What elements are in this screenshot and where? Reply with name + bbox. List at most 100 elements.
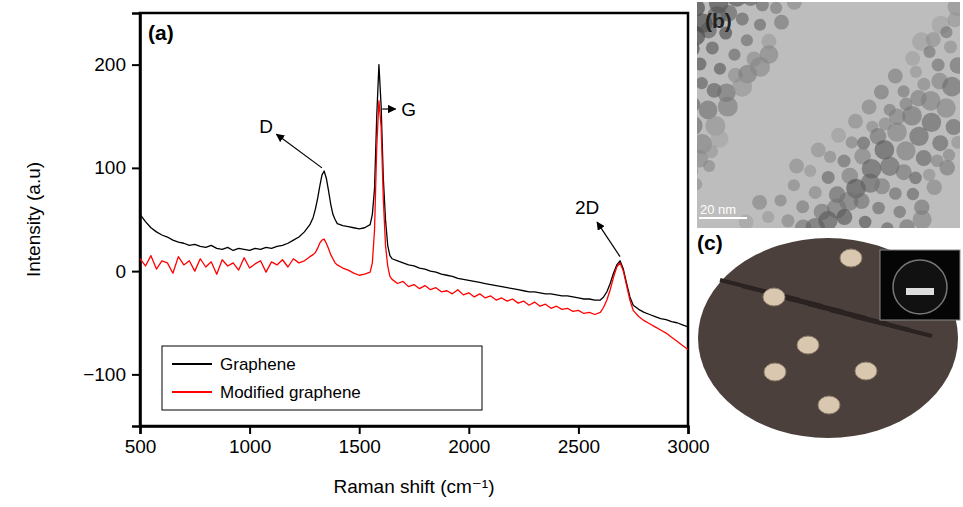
tem-particle [774, 15, 789, 30]
tick-label: −100 [83, 364, 126, 385]
tem-background [697, 2, 960, 228]
legend-label: Graphene [220, 355, 296, 374]
x-tick: 3000 [667, 426, 709, 457]
tem-particle [932, 59, 945, 72]
tem-particle [947, 12, 960, 27]
tem-particle [762, 211, 774, 223]
series-line [140, 65, 688, 327]
tem-particle [854, 193, 870, 209]
tem-particle [781, 214, 794, 227]
tem-particle [944, 41, 957, 54]
tem-particle [811, 143, 826, 158]
tem-particle [909, 172, 922, 185]
tem-particle [917, 78, 930, 91]
tem-particle [881, 222, 893, 228]
x-tick: 2500 [558, 426, 600, 457]
tem-particle [907, 188, 919, 200]
tem-particle [872, 202, 885, 215]
tem-particle [756, 2, 769, 11]
annotation-arrow [597, 222, 620, 257]
tick-label: 2500 [558, 436, 600, 457]
tem-particle [831, 128, 846, 143]
tem-particle [697, 116, 703, 135]
x-tick: 1000 [229, 426, 271, 457]
annotation: D [259, 116, 273, 137]
tem-particle [741, 34, 753, 46]
tem-particle [739, 215, 754, 228]
tem-particle [926, 32, 941, 47]
annotation-arrow [276, 134, 321, 168]
tem-particle [874, 85, 889, 100]
y-axis-title: Intensity (a.u) [23, 162, 44, 277]
inset-droplet [893, 260, 947, 314]
tem-particle [775, 194, 787, 206]
x-axis-title: Raman shift (cm⁻¹) [334, 476, 495, 497]
tem-particle [936, 98, 955, 117]
x-axis: 500 1000 1500 2000 2500 3000 [125, 426, 710, 457]
tem-particle [836, 209, 852, 225]
tem-particle [697, 178, 702, 190]
tem-particle [946, 119, 960, 135]
tem-particle [754, 19, 766, 31]
axis-line [141, 427, 689, 435]
tem-particle [787, 2, 802, 10]
tick-label: 1000 [229, 436, 271, 457]
plot-area [140, 65, 688, 350]
tick-label: 200 [94, 54, 126, 75]
tick-label: 100 [94, 157, 126, 178]
tem-particle [838, 154, 851, 167]
tem-particle [728, 49, 740, 61]
tem-particle [822, 171, 835, 184]
legend-label: Modified graphene [220, 383, 361, 402]
annotation: G [401, 99, 416, 120]
tem-particle [857, 137, 870, 150]
y-axis: −100 0 100 200 [83, 14, 140, 427]
x-tick: 1500 [339, 426, 381, 457]
tem-particle [718, 97, 738, 117]
y-tick: −100 [83, 364, 140, 385]
y-tick: 200 [94, 54, 140, 75]
tem-particle [714, 63, 726, 75]
droplet [763, 288, 785, 306]
tem-particle [848, 114, 863, 129]
droplet [818, 396, 840, 414]
tem-particle [896, 141, 915, 160]
tem-particle [697, 40, 700, 57]
tick-label: 0 [115, 261, 126, 282]
legend: Graphene Modified graphene [162, 346, 482, 410]
tem-particle [789, 159, 804, 174]
tem-particle [788, 179, 800, 191]
tem-particle [809, 186, 822, 199]
legend-swatch [172, 391, 212, 393]
tem-particle [859, 216, 872, 228]
scale-bar-label: 20 nm [700, 202, 736, 217]
inset [880, 250, 960, 320]
tem-particle [697, 77, 708, 89]
tem-particle [942, 77, 960, 97]
droplet [764, 363, 786, 381]
tick-label: 2000 [448, 436, 490, 457]
tem-particle [910, 66, 922, 78]
tem-particle [940, 26, 952, 38]
tem-particle [923, 46, 935, 58]
x-tick: 500 [125, 426, 157, 457]
panel-label: (a) [148, 21, 174, 44]
tem-particle [902, 106, 922, 126]
legend-swatch [172, 363, 212, 365]
plot-frame [140, 13, 688, 426]
series-line [140, 101, 688, 350]
tem-particle [913, 210, 932, 228]
tem-particle [889, 187, 902, 200]
tem-particle [736, 12, 749, 25]
tem-particle [916, 150, 932, 166]
y-tick: 0 [115, 261, 140, 282]
tick-label: 500 [125, 436, 157, 457]
tick-label: 3000 [667, 436, 709, 457]
tem-particle [732, 77, 752, 97]
inset-highlight [906, 288, 934, 295]
tem-particle [894, 206, 906, 218]
tem-particle [846, 136, 858, 148]
tem-particle [905, 51, 920, 66]
tem-image: (b)20 nm [683, 0, 963, 238]
tem-particle [898, 85, 910, 97]
